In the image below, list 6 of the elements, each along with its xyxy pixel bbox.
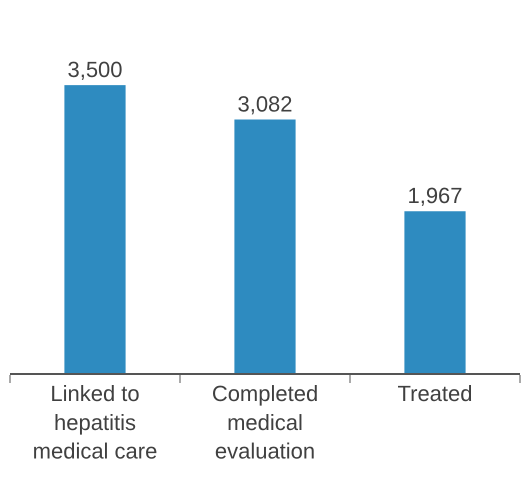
x-tick-label: Treated <box>397 381 473 406</box>
data-label: 1,967 <box>407 183 463 208</box>
x-tick-label: Completed medical evaluation <box>212 381 318 464</box>
x-tick-label: Linked to hepatitis medical care <box>32 381 158 464</box>
data-label: 3,500 <box>67 57 123 82</box>
data-label: 3,082 <box>237 92 293 117</box>
